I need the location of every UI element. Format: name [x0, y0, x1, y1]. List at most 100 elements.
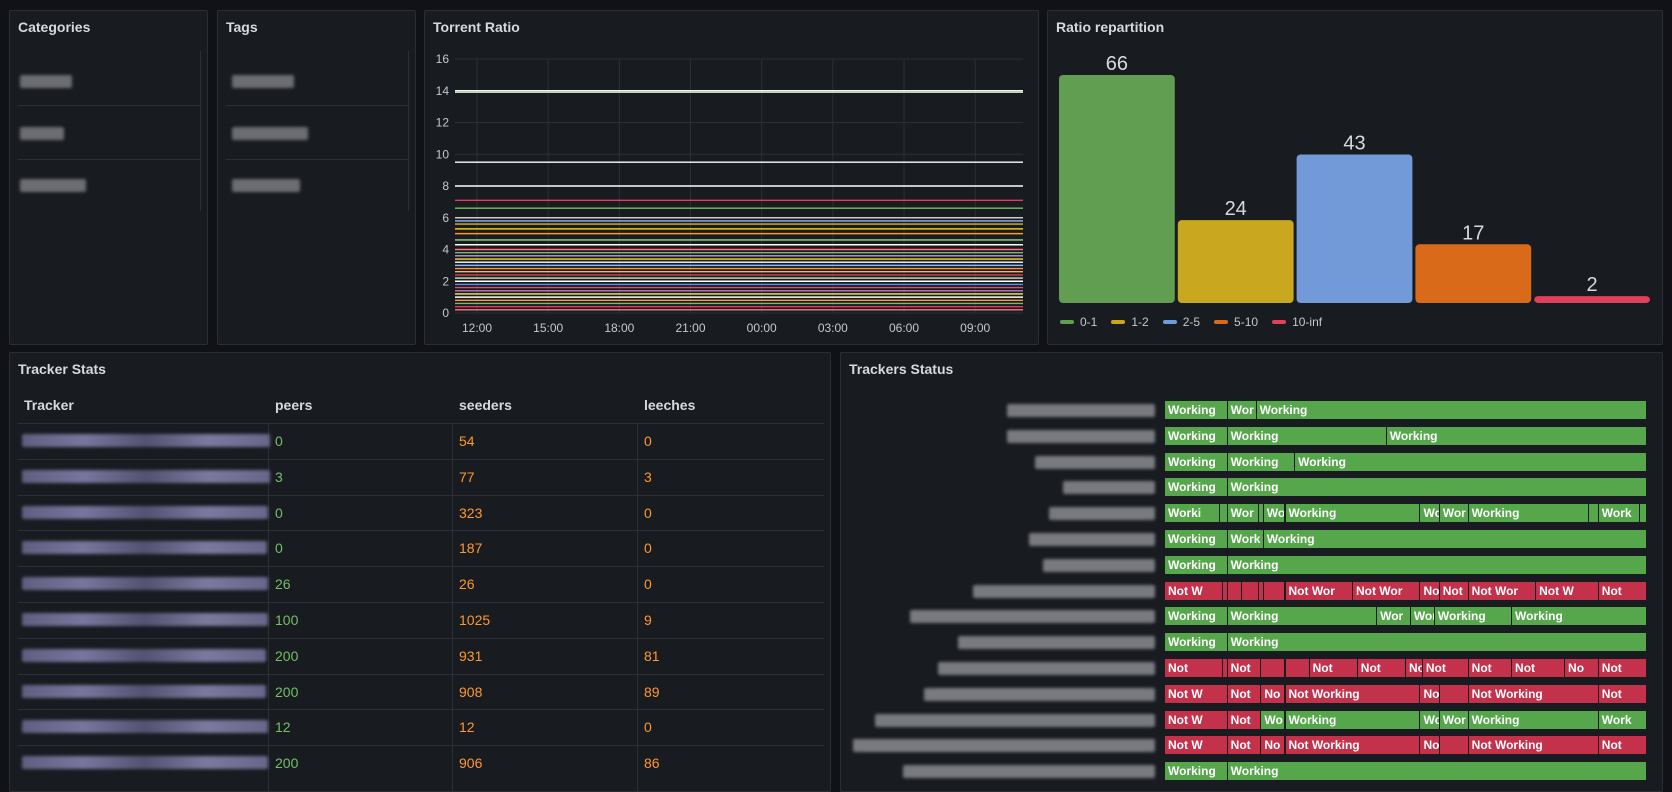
status-segment-not-working[interactable]: Not Working [1285, 684, 1421, 703]
status-segment-not-working[interactable] [1222, 581, 1228, 600]
status-segment-not-working[interactable]: Not Working [1468, 736, 1599, 755]
status-segment-working[interactable]: Working [1295, 452, 1647, 471]
tracker-name[interactable] [22, 541, 267, 555]
status-segment-not-working[interactable]: No [1420, 736, 1440, 755]
status-segment-working[interactable]: Working [1227, 633, 1647, 652]
status-segment-not-working[interactable]: Not W [1165, 710, 1228, 729]
status-segment-not-working[interactable]: Not Working [1468, 684, 1599, 703]
tracker-name[interactable] [22, 684, 266, 698]
status-segment-working[interactable]: Working [1165, 555, 1228, 574]
tracker-name[interactable] [22, 613, 268, 626]
status-segment-working[interactable]: Working [1165, 426, 1228, 445]
column-header-tracker[interactable]: Tracker [24, 397, 74, 413]
status-segment-working[interactable]: Wor [1227, 504, 1259, 523]
bar-0-1[interactable] [1059, 75, 1175, 303]
status-segment-working[interactable]: Working [1227, 762, 1647, 781]
status-segment-working[interactable]: Working [1386, 426, 1647, 445]
legend-item[interactable]: 5-10 [1214, 315, 1258, 329]
status-segment-working[interactable]: Working [1227, 555, 1647, 574]
tag-item[interactable] [232, 127, 308, 140]
bar-5-10[interactable] [1415, 244, 1532, 303]
status-segment-not-working[interactable] [1261, 659, 1286, 677]
status-segment-working[interactable]: Wor [1410, 607, 1435, 626]
status-segment-not-working[interactable]: Not Wor [1352, 581, 1421, 600]
legend-item[interactable]: 1-2 [1111, 315, 1149, 329]
bar-1-2[interactable] [1177, 220, 1294, 303]
status-segment-not-working[interactable]: Not [1512, 659, 1566, 677]
tracker-name[interactable] [22, 434, 270, 447]
status-segment-not-working[interactable]: Not [1165, 659, 1223, 677]
status-segment-working[interactable]: Working [1165, 478, 1228, 497]
scrollbar-track[interactable] [408, 51, 409, 211]
status-segment-working[interactable]: Work [1227, 530, 1264, 548]
tracker-name[interactable] [22, 756, 268, 770]
status-segment-working[interactable]: Working [1227, 478, 1647, 497]
tracker-name[interactable] [22, 720, 268, 734]
status-segment-working[interactable]: Working [1227, 426, 1387, 445]
status-segment-not-working[interactable] [1227, 581, 1243, 600]
status-segment-working[interactable] [1258, 504, 1264, 523]
status-segment-working[interactable]: Working [1285, 710, 1421, 729]
status-segment-working[interactable]: Working [1227, 607, 1378, 626]
status-segment-working[interactable]: Wor [1377, 607, 1411, 626]
status-segment-working[interactable]: Working [1468, 710, 1599, 729]
ratio-repartition-chart[interactable]: 66 24 43 17 2 [1048, 11, 1662, 311]
bar-10-inf[interactable] [1534, 296, 1650, 303]
status-segment-not-working[interactable]: Not [1422, 659, 1469, 677]
status-segment-not-working[interactable]: Not [1468, 659, 1513, 677]
status-segment-working[interactable]: Wor [1439, 504, 1469, 523]
legend-item[interactable]: 2-5 [1162, 315, 1200, 329]
status-segment-not-working[interactable]: No [1420, 684, 1440, 703]
tracker-name[interactable] [22, 505, 268, 519]
status-segment-not-working[interactable]: Not [1309, 659, 1358, 677]
status-segment-not-working[interactable]: Not [1227, 736, 1262, 755]
status-segment-not-working[interactable]: Not [1598, 581, 1647, 600]
tag-item[interactable] [232, 179, 300, 192]
column-header-peers[interactable]: peers [275, 397, 313, 413]
legend-item[interactable]: 0-1 [1060, 315, 1097, 329]
status-segment-not-working[interactable]: Not [1227, 659, 1262, 677]
status-segment-not-working[interactable] [1439, 684, 1469, 703]
torrent-ratio-chart[interactable]: 0 2 4 6 8 10 12 14 16 12:00 15:00 18:00 21:00 00:00 03… [425, 11, 1038, 344]
status-segment-not-working[interactable]: Not [1598, 736, 1647, 755]
status-segment-working[interactable]: Working [1165, 401, 1228, 419]
status-segment-working[interactable]: Wo [1263, 504, 1286, 523]
scrollbar-track[interactable] [200, 51, 201, 211]
category-item[interactable] [20, 127, 64, 140]
status-segment-not-working[interactable]: Not [1357, 659, 1406, 677]
status-segment-working[interactable]: Working [1512, 607, 1647, 626]
status-segment-not-working[interactable]: No [1261, 684, 1286, 703]
column-header-leeches[interactable]: leeches [644, 397, 696, 413]
status-segment-not-working[interactable]: Not Wor [1285, 581, 1353, 600]
category-item[interactable] [20, 179, 86, 192]
status-segment-working[interactable]: Working [1434, 607, 1513, 626]
tracker-name[interactable] [22, 648, 266, 662]
status-segment-not-working[interactable]: Not W [1165, 736, 1228, 755]
status-segment-working[interactable]: Working [1165, 633, 1228, 652]
tracker-name[interactable] [22, 469, 270, 483]
status-segment-working[interactable]: Working [1165, 607, 1228, 626]
status-segment-working[interactable]: Working [1468, 504, 1590, 523]
category-item[interactable] [20, 75, 72, 88]
status-segment-working[interactable]: Working [1165, 762, 1228, 781]
status-segment-not-working[interactable] [1222, 659, 1228, 677]
status-segment-not-working[interactable]: Not [1227, 684, 1262, 703]
status-segment-working[interactable] [1220, 504, 1228, 523]
status-segment-working[interactable]: Working [1165, 530, 1228, 548]
column-header-seeders[interactable]: seeders [459, 397, 512, 413]
status-segment-not-working[interactable]: No [1420, 581, 1440, 600]
status-segment-not-working[interactable]: Not [1598, 659, 1647, 677]
status-segment-not-working[interactable]: Not W [1165, 684, 1228, 703]
status-segment-not-working[interactable]: Not W [1536, 581, 1599, 600]
status-segment-working[interactable] [1639, 504, 1647, 523]
status-segment-working[interactable]: Working [1285, 504, 1421, 523]
status-segment-working[interactable] [1589, 504, 1599, 523]
status-segment-not-working[interactable]: No [1406, 659, 1423, 677]
status-segment-not-working[interactable] [1242, 581, 1259, 600]
bar-2-5[interactable] [1296, 154, 1413, 303]
status-segment-working[interactable]: Working [1256, 401, 1647, 419]
status-segment-not-working[interactable]: Not [1439, 581, 1469, 600]
status-segment-not-working[interactable] [1285, 659, 1310, 677]
tracker-name[interactable] [22, 577, 268, 591]
status-segment-not-working[interactable] [1263, 581, 1286, 600]
